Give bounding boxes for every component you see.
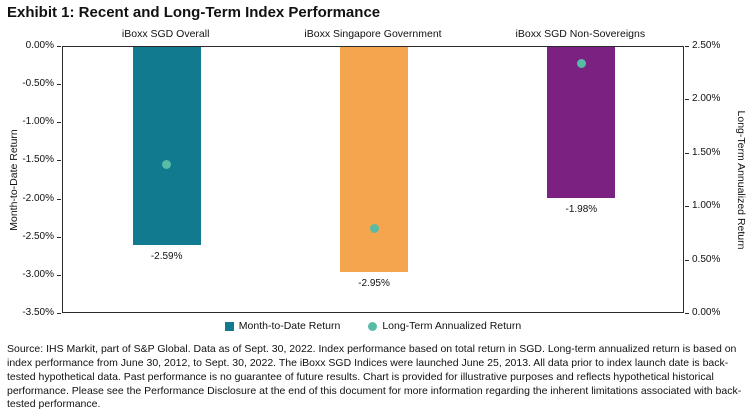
left-axis-tick-mark	[57, 46, 61, 47]
right-axis-tick-mark	[685, 46, 689, 47]
left-axis-tick-mark	[57, 274, 61, 276]
right-axis-tick-mark	[685, 259, 689, 261]
left-axis-title: Month-to-Date Return	[8, 129, 20, 231]
left-axis-tick-label: -2.00%	[22, 192, 54, 204]
right-axis-tick-mark	[685, 206, 689, 208]
mtd-return-bar	[547, 47, 616, 199]
bar-value-label: -2.95%	[358, 278, 390, 290]
left-axis-tick-label: -2.50%	[22, 230, 54, 242]
right-axis-tick-label: 0.50%	[692, 253, 721, 265]
bar-value-label: -1.98%	[565, 204, 598, 216]
left-axis-tick-label: -1.00%	[22, 116, 54, 128]
left-axis-tick-label: -0.50%	[22, 78, 54, 90]
right-axis-tick-label: 2.00%	[692, 93, 721, 105]
legend-square-swatch	[224, 321, 234, 331]
right-axis-tick-mark	[685, 313, 689, 314]
left-axis-tick-label: -1.50%	[22, 154, 54, 166]
plot-area: -2.59% -2.95% -1.98%	[62, 46, 684, 313]
legend: Month-to-Date Return Long-Term Annualized…	[62, 320, 684, 332]
category-label: iBoxx Singapore Government	[304, 28, 442, 40]
right-axis-tick-mark	[685, 152, 689, 154]
exhibit-title: Exhibit 1: Recent and Long-Term Index Pe…	[7, 4, 381, 21]
right-axis-tick-label: 2.50%	[692, 40, 721, 51]
legend-circle-swatch	[368, 321, 378, 331]
left-axis-tick-label: 0.00%	[25, 40, 54, 51]
left-axis-tick-label: -3.50%	[22, 307, 54, 318]
right-axis-tick-label: 1.00%	[692, 200, 721, 212]
long-term-return-dot	[576, 58, 586, 68]
left-axis-tick-label: -3.00%	[22, 268, 54, 280]
right-axis-tick-mark	[685, 99, 689, 101]
left-axis-tick-mark	[57, 84, 61, 86]
left-axis-tick-mark	[57, 236, 61, 238]
right-axis-tick-label: 1.50%	[692, 146, 721, 158]
legend-item: Month-to-Date Return	[224, 320, 341, 332]
right-axis-tick-label: 0.00%	[692, 307, 721, 318]
left-axis-tick-mark	[57, 160, 61, 162]
right-axis-title: Long-Term Annualized Return	[735, 110, 747, 250]
mtd-return-bar	[340, 47, 408, 273]
category-label: iBoxx SGD Non-Sovereigns	[515, 28, 646, 40]
left-axis-tick-mark	[57, 313, 61, 314]
legend-item: Long-Term Annualized Return	[368, 320, 521, 332]
legend-label: Month-to-Date Return	[238, 320, 341, 332]
left-axis-tick-mark	[57, 122, 61, 124]
bar-value-label: -2.59%	[150, 250, 183, 262]
category-label: iBoxx SGD Overall	[121, 28, 210, 40]
long-term-return-dot	[162, 159, 172, 169]
long-term-return-dot	[369, 224, 379, 234]
legend-label: Long-Term Annualized Return	[382, 320, 522, 332]
mtd-return-bar	[132, 47, 201, 245]
left-axis-tick-mark	[57, 198, 61, 200]
source-note: Source: IHS Markit, part of S&P Global. …	[7, 343, 742, 411]
